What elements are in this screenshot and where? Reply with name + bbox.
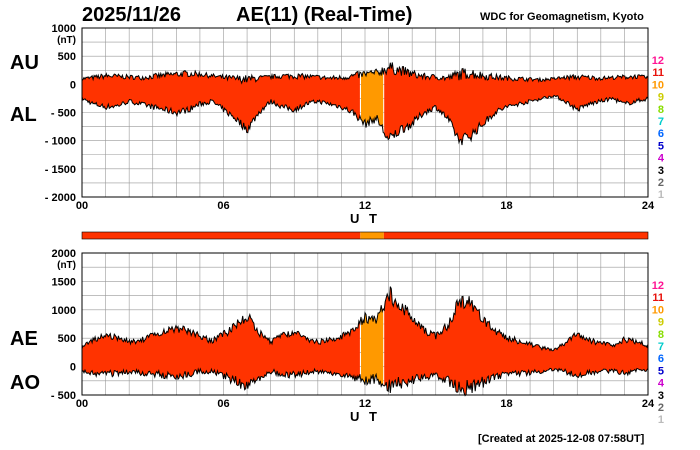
- legend-item: 4: [658, 378, 665, 390]
- legend-item: 11: [652, 292, 664, 304]
- status-segment: [82, 232, 361, 239]
- x-axis-label: U T: [350, 409, 380, 424]
- legend-item: 9: [658, 317, 664, 329]
- area-fill-main: [82, 314, 360, 390]
- legend-item: 8: [658, 104, 664, 116]
- x-tick-label: 12: [359, 398, 371, 410]
- area-fill-main: [384, 62, 648, 146]
- source-label: WDC for Geomagnetism, Kyoto: [480, 11, 644, 23]
- y-tick-label: 1000: [52, 23, 76, 35]
- x-tick-label: 00: [76, 200, 88, 212]
- panel-upper: 1000 500 0 - 500 - 1000 - 1500 - 2000 (nT) 00 06 1…: [45, 23, 665, 226]
- legend-item: 3: [658, 165, 664, 177]
- legend-item: 4: [658, 153, 665, 165]
- series-line-upper: [81, 62, 649, 85]
- x-tick-label: 18: [500, 200, 512, 212]
- legend-item: 5: [658, 140, 664, 152]
- legend-item: 10: [652, 304, 664, 316]
- status-bar: [81, 231, 649, 240]
- area-fill-main: [82, 70, 360, 133]
- y-tick-label: 1500: [52, 276, 76, 288]
- legend-item: 12: [652, 280, 664, 292]
- plot-frame: [81, 252, 649, 396]
- y-tick-label: 2000: [52, 248, 76, 260]
- status-frame: [81, 231, 649, 240]
- y-unit-label: (nT): [57, 35, 76, 46]
- y-tick-label: 1000: [52, 305, 76, 317]
- x-tick-label: 00: [76, 398, 88, 410]
- legend-item: 5: [658, 365, 664, 377]
- chart-title: AE(11) (Real-Time): [236, 4, 413, 26]
- y-tick-label: - 500: [51, 390, 76, 402]
- status-segment: [360, 232, 384, 239]
- x-tick-label: 12: [359, 200, 371, 212]
- legend-item: 1: [658, 189, 664, 201]
- legend-item: 7: [658, 341, 664, 353]
- status-segment: [383, 232, 648, 239]
- legend-item: 8: [658, 329, 664, 341]
- legend-item: 2: [658, 402, 664, 414]
- label-ao: AO: [10, 372, 40, 394]
- legend-item: 10: [652, 79, 664, 91]
- y-tick-label: 0: [70, 362, 76, 374]
- y-tick-label: - 2000: [45, 192, 76, 204]
- x-tick-label: 24: [642, 200, 655, 212]
- chart-date: 2025/11/26: [82, 4, 181, 26]
- label-au: AU: [10, 52, 39, 74]
- y-tick-label: 500: [58, 333, 76, 345]
- legend-item: 6: [658, 128, 664, 140]
- x-axis-label: U T: [350, 211, 380, 226]
- series-line-upper: [81, 286, 649, 352]
- label-ae: AE: [10, 328, 38, 350]
- legend-item: 11: [652, 67, 664, 79]
- area-fill-alt: [361, 305, 384, 387]
- series-line-lower: [81, 94, 649, 146]
- legend-item: 1: [658, 414, 664, 426]
- y-tick-label: - 1000: [45, 136, 76, 148]
- y-tick-label: - 500: [51, 108, 76, 120]
- y-unit-label: (nT): [57, 260, 76, 271]
- legend-item: 3: [658, 390, 664, 402]
- plot-frame: [81, 27, 649, 198]
- x-tick-label: 06: [217, 398, 229, 410]
- created-timestamp: [Created at 2025-12-08 07:58UT]: [478, 433, 645, 445]
- y-tick-label: - 1500: [45, 164, 76, 176]
- legend-item: 9: [658, 92, 664, 104]
- legend-item: 2: [658, 177, 664, 189]
- series-line-lower: [81, 367, 649, 397]
- y-tick-label: 500: [58, 51, 76, 63]
- label-al: AL: [10, 104, 37, 126]
- y-tick-label: 0: [70, 79, 76, 91]
- x-tick-label: 24: [642, 398, 655, 410]
- legend-item: 12: [652, 55, 664, 67]
- x-tick-label: 06: [217, 200, 229, 212]
- x-tick-label: 18: [500, 398, 512, 410]
- legend-item: 7: [658, 116, 664, 128]
- legend-item: 6: [658, 353, 664, 365]
